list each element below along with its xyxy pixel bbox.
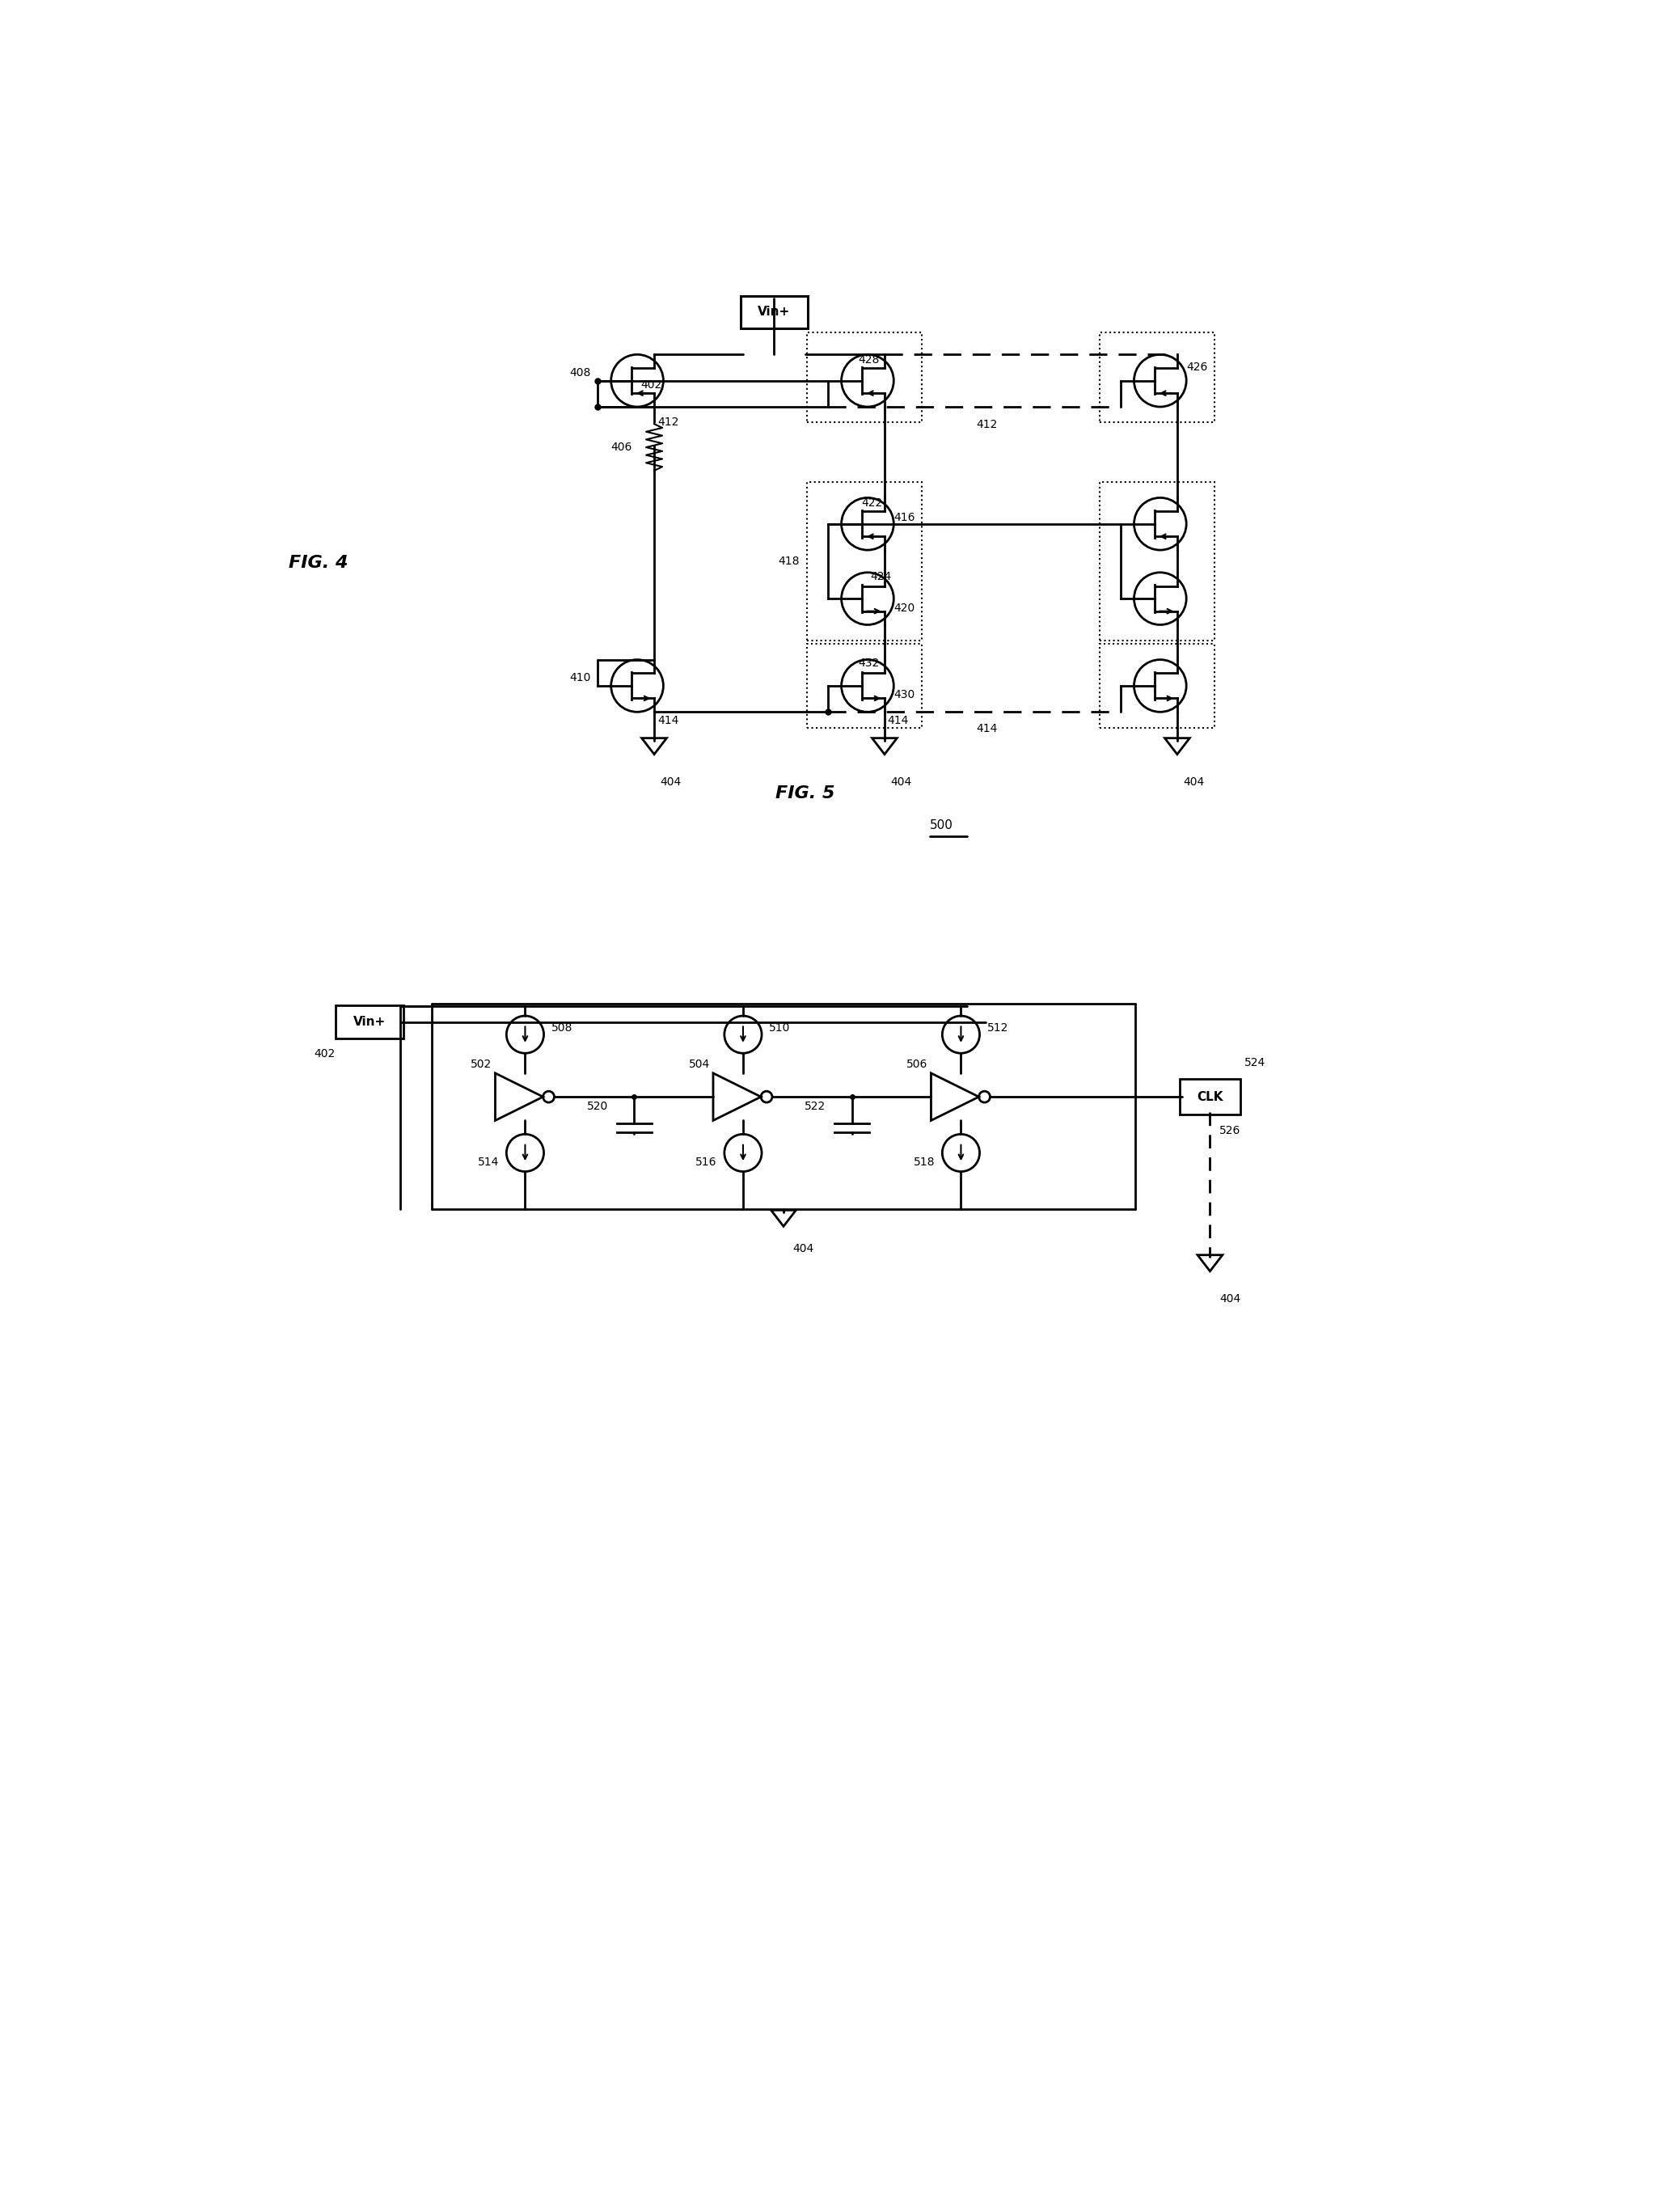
Text: FIG. 5: FIG. 5 bbox=[775, 785, 835, 801]
Text: 420: 420 bbox=[894, 602, 916, 613]
Text: Vin+: Vin+ bbox=[354, 1015, 386, 1029]
Text: 418: 418 bbox=[778, 555, 800, 566]
Text: FIG. 4: FIG. 4 bbox=[288, 555, 347, 571]
Text: 414: 414 bbox=[657, 714, 679, 726]
Text: 432: 432 bbox=[859, 657, 879, 670]
Text: 404: 404 bbox=[661, 776, 681, 787]
Text: 414: 414 bbox=[887, 714, 909, 726]
Text: 520: 520 bbox=[587, 1102, 609, 1113]
Text: 404: 404 bbox=[1184, 776, 1204, 787]
Text: 406: 406 bbox=[610, 442, 632, 453]
Text: 518: 518 bbox=[914, 1157, 934, 1168]
Text: 508: 508 bbox=[552, 1022, 572, 1033]
Text: 410: 410 bbox=[570, 672, 590, 684]
Text: 510: 510 bbox=[770, 1022, 790, 1033]
Text: 404: 404 bbox=[793, 1243, 813, 1254]
Text: 414: 414 bbox=[976, 723, 998, 734]
Text: 424: 424 bbox=[870, 571, 892, 582]
Text: 500: 500 bbox=[929, 818, 953, 832]
Text: 408: 408 bbox=[570, 367, 590, 378]
Text: 422: 422 bbox=[862, 498, 882, 509]
Text: 430: 430 bbox=[894, 690, 916, 701]
Text: 412: 412 bbox=[657, 416, 679, 427]
Text: 502: 502 bbox=[471, 1060, 491, 1071]
Text: 516: 516 bbox=[696, 1157, 716, 1168]
Text: 506: 506 bbox=[907, 1060, 927, 1071]
Text: 426: 426 bbox=[1187, 363, 1207, 374]
Text: 524: 524 bbox=[1244, 1057, 1266, 1068]
Text: CLK: CLK bbox=[1197, 1091, 1223, 1104]
Text: 514: 514 bbox=[478, 1157, 500, 1168]
Text: 402: 402 bbox=[314, 1048, 335, 1060]
Text: 402: 402 bbox=[641, 378, 661, 389]
Text: 404: 404 bbox=[1219, 1294, 1241, 1305]
Text: 428: 428 bbox=[859, 354, 879, 365]
Text: 412: 412 bbox=[976, 420, 998, 431]
Text: 526: 526 bbox=[1219, 1126, 1241, 1137]
Text: 404: 404 bbox=[890, 776, 912, 787]
Text: 416: 416 bbox=[894, 511, 916, 524]
Text: Vin+: Vin+ bbox=[758, 305, 790, 319]
Text: 504: 504 bbox=[689, 1060, 709, 1071]
Text: 512: 512 bbox=[988, 1022, 1008, 1033]
Text: 522: 522 bbox=[805, 1102, 825, 1113]
